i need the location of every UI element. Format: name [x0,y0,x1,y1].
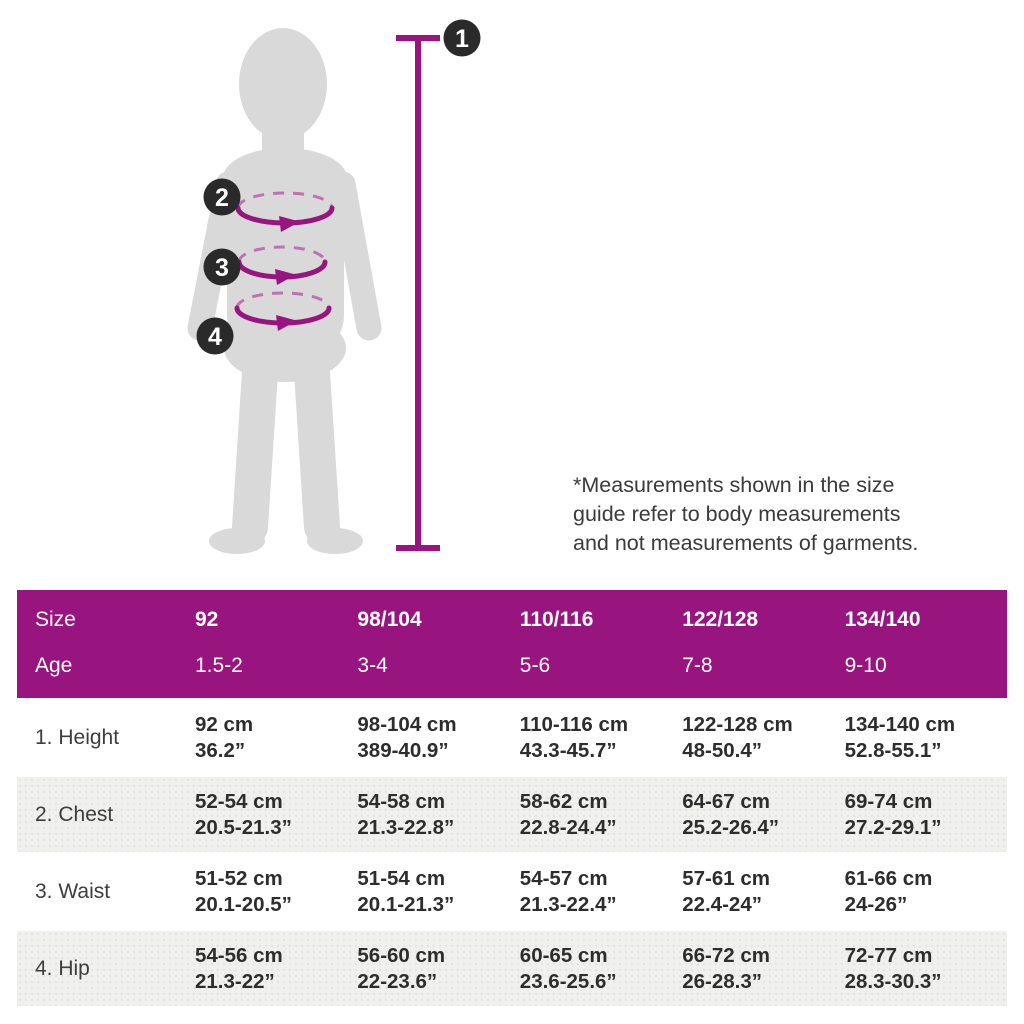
age-column-value: 1.5-2 [195,654,243,677]
height-measure-line [396,35,440,551]
cell-cm: 69-74 cm [844,789,933,813]
marker-3-number: 3 [215,254,229,282]
age-column-value: 5-6 [519,654,551,677]
cell-inch: 21.3-22” [195,969,275,993]
cell-cm: 72-77 cm [844,943,933,967]
cell-cm: 54-57 cm [519,866,608,890]
chest-measure-ellipse [235,191,335,232]
cell-inch: 36.2” [195,738,246,762]
size-column-header: 134/140 [844,608,921,631]
cell-cm: 52-54 cm [195,789,283,813]
cell-inch: 27.2-29.1” [844,815,942,839]
cell-inch: 22-23.6” [357,969,438,993]
cell-cm: 61-66 cm [844,866,933,890]
waist-measure-ellipse [236,245,328,285]
note-line-3: and not measurements of garments. [573,531,919,555]
note-line-2: guide refer to body measurements [573,502,901,526]
child-silhouette [187,28,382,554]
table-row: 1. Height 92 cm 36.2” 98-104 cm 389-40.9… [17,700,1007,775]
cell-cm: 110-116 cm [519,712,629,736]
cell-inch: 52.8-55.1” [844,738,942,762]
measurement-figure: 1 2 3 4 [187,19,481,554]
cell-inch: 24-26” [844,892,908,916]
cell-cm: 54-56 cm [195,943,283,967]
row-label-waist: 3. Waist [35,879,111,903]
cell-inch: 22.4-24” [682,892,762,916]
cell-inch: 26-28.3” [682,969,762,993]
cell-inch: 28.3-30.3” [844,969,942,993]
measurements-note: *Measurements shown in the size guide re… [573,471,1003,558]
cell-cm: 66-72 cm [682,943,770,967]
size-column-header: 110/116 [519,608,594,631]
cell-cm: 57-61 cm [682,866,770,890]
cell-cm: 92 cm [195,712,254,736]
marker-4-number: 4 [208,323,222,351]
marker-1-badge [443,19,481,57]
cell-cm: 58-62 cm [519,789,608,813]
cell-inch: 48-50.4” [682,738,762,762]
marker-badges: 1 2 3 4 [196,19,481,355]
cell-inch: 20.5-21.3” [195,815,292,839]
cell-inch: 22.8-24.4” [519,815,617,839]
cell-cm: 98-104 cm [357,712,457,736]
table-row: 2. Chest 52-54 cm 20.5-21.3” 54-58 cm 21… [17,777,1007,852]
cell-inch: 43.3-45.7” [519,738,617,762]
table-header: Size Age 92 1.5-2 98/104 3-4 110/116 5-6… [17,590,1007,698]
age-column-value: 7-8 [682,654,713,677]
age-column-value: 3-4 [357,654,388,677]
row-label-hip: 4. Hip [35,956,90,980]
marker-1-number: 1 [455,25,469,53]
cell-inch: 20.1-20.5” [195,892,292,916]
marker-3-badge [203,248,241,286]
cell-inch: 25.2-26.4” [682,815,780,839]
cell-inch: 20.1-21.3” [357,892,455,916]
table-row: 3. Waist 51-52 cm 20.1-20.5” 51-54 cm 20… [17,854,1007,929]
cell-cm: 51-54 cm [357,866,446,890]
cell-cm: 122-128 cm [682,712,793,736]
size-guide-table: Size Age 92 1.5-2 98/104 3-4 110/116 5-6… [17,590,1007,1008]
cell-cm: 56-60 cm [357,943,446,967]
age-column-value: 9-10 [844,654,887,677]
cell-cm: 64-67 cm [682,789,770,813]
marker-2-number: 2 [215,184,229,212]
cell-cm: 51-52 cm [195,866,283,890]
size-header-label: Size [35,608,76,631]
size-column-header: 122/128 [682,608,759,631]
hip-measure-ellipse [234,291,332,331]
marker-2-badge [203,178,241,216]
cell-inch: 21.3-22.4” [519,892,617,916]
table-row: 4. Hip 54-56 cm 21.3-22” 56-60 cm 22-23.… [17,931,1007,1006]
size-column-header: 92 [195,608,219,631]
row-label-height: 1. Height [35,725,120,749]
cell-cm: 60-65 cm [519,943,608,967]
marker-4-badge [196,317,234,355]
cell-cm: 54-58 cm [357,789,446,813]
note-line-1: *Measurements shown in the size [573,473,895,497]
cell-cm: 134-140 cm [844,712,956,736]
cell-inch: 389-40.9” [357,738,449,762]
row-label-chest: 2. Chest [35,802,114,826]
cell-inch: 23.6-25.6” [519,969,617,993]
age-header-label: Age [35,654,73,677]
size-column-header: 98/104 [357,608,422,631]
cell-inch: 21.3-22.8” [357,815,455,839]
